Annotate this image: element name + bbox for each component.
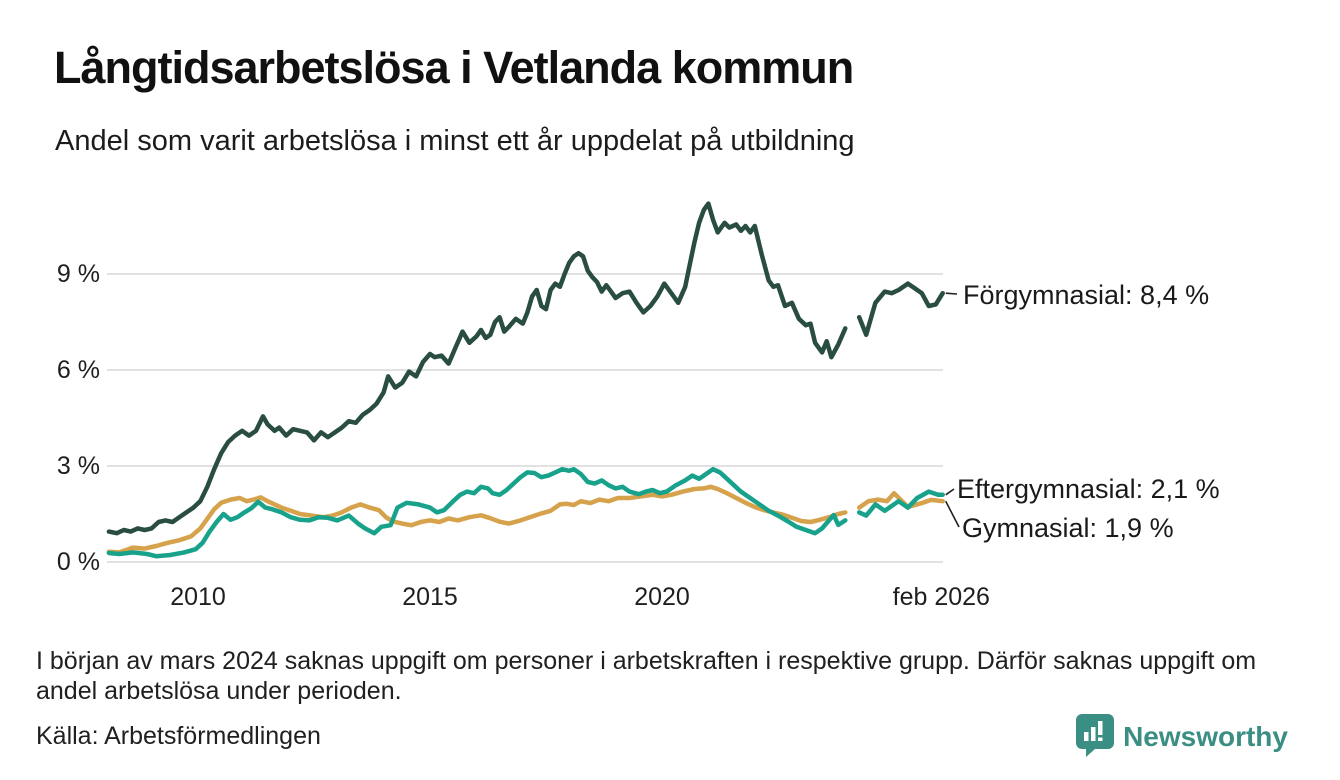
x-tick-label: feb 2026	[892, 583, 990, 611]
connector-eftergymnasial	[945, 488, 955, 496]
series-line-förgymnasial	[106, 201, 848, 536]
connector-gymnasial	[945, 500, 960, 528]
series-end-label-eftergymnasial: Eftergymnasial: 2,1 %	[957, 474, 1220, 504]
x-tick-label: 2015	[402, 583, 458, 611]
newsworthy-pin-barchart-icon	[1075, 712, 1115, 762]
x-tick-label: 2010	[170, 583, 226, 611]
series-line-förgymnasial	[856, 281, 945, 338]
footnote-text: I början av mars 2024 saknas uppgift om …	[36, 647, 1257, 705]
series-line-eftergymnasial	[106, 466, 848, 559]
series-line-eftergymnasial	[856, 489, 945, 518]
branding: Newsworthy	[1075, 712, 1288, 762]
y-tick-label: 3 %	[56, 452, 100, 480]
page-title: Långtidsarbetslösa i Vetlanda kommun	[54, 42, 854, 93]
series-line-gymnasial	[856, 490, 945, 510]
y-tick-label: 6 %	[56, 356, 100, 384]
series-end-label-forgymnasial: Förgymnasial: 8,4 %	[963, 280, 1210, 310]
series-end-label-gymnasial: Gymnasial: 1,9 %	[962, 513, 1174, 543]
connector-forgymnasial	[945, 292, 958, 295]
source-text: Källa: Arbetsförmedlingen	[36, 722, 321, 750]
series-line-gymnasial	[106, 484, 848, 555]
branding-name: Newsworthy	[1123, 721, 1288, 752]
x-tick-label: 2020	[634, 583, 690, 611]
page-subtitle: Andel som varit arbetslösa i minst ett å…	[55, 125, 855, 157]
y-tick-label: 9 %	[56, 260, 100, 288]
y-tick-label: 0 %	[56, 548, 100, 576]
